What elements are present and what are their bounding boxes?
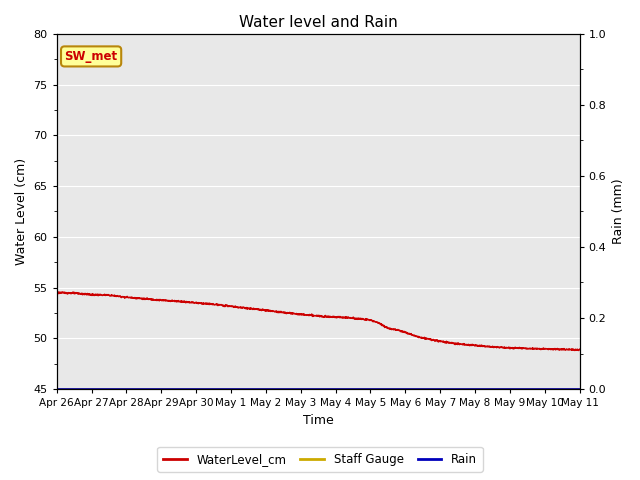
Legend: WaterLevel_cm, Staff Gauge, Rain: WaterLevel_cm, Staff Gauge, Rain (157, 447, 483, 472)
Rain (53, 386, 61, 392)
Staff Gauge (295, 386, 303, 392)
WaterLevel_cm (575, 348, 582, 353)
WaterLevel_cm (275, 310, 283, 315)
Staff Gauge (275, 386, 282, 392)
Y-axis label: Water Level (cm): Water Level (cm) (15, 158, 28, 265)
Rain (576, 386, 584, 392)
X-axis label: Time: Time (303, 414, 333, 427)
WaterLevel_cm (351, 315, 358, 321)
Title: Water level and Rain: Water level and Rain (239, 15, 397, 30)
Rain (295, 386, 303, 392)
Staff Gauge (576, 386, 584, 392)
Rain (275, 386, 282, 392)
WaterLevel_cm (115, 294, 123, 300)
WaterLevel_cm (53, 290, 61, 296)
Text: SW_met: SW_met (65, 50, 118, 63)
Rain (351, 386, 358, 392)
Staff Gauge (93, 386, 101, 392)
WaterLevel_cm (295, 311, 303, 317)
WaterLevel_cm (93, 292, 101, 298)
WaterLevel_cm (58, 289, 66, 295)
Y-axis label: Rain (mm): Rain (mm) (612, 179, 625, 244)
Staff Gauge (53, 386, 61, 392)
Staff Gauge (115, 386, 122, 392)
Line: WaterLevel_cm: WaterLevel_cm (57, 292, 580, 350)
WaterLevel_cm (286, 310, 294, 315)
Rain (285, 386, 293, 392)
Staff Gauge (351, 386, 358, 392)
Staff Gauge (285, 386, 293, 392)
Rain (93, 386, 101, 392)
Rain (115, 386, 122, 392)
WaterLevel_cm (576, 347, 584, 352)
